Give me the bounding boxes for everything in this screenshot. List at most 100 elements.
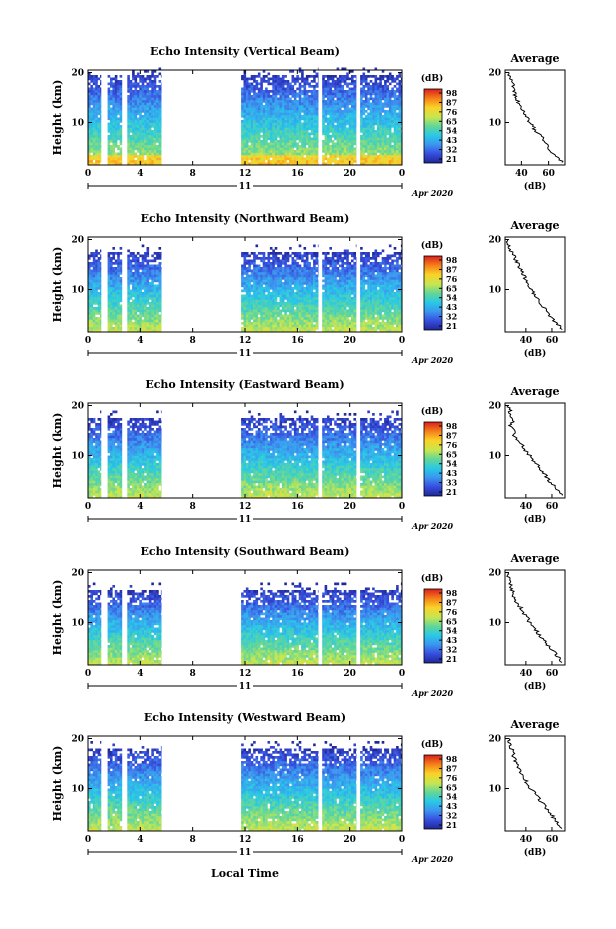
heatmap-cells	[88, 67, 403, 166]
average-y-tick-label: 20	[488, 569, 501, 579]
colorbar-tick-label: 65	[446, 116, 457, 126]
average-frame	[504, 236, 566, 333]
date-suffix: Apr 2020	[411, 688, 454, 698]
average-x-tick-label: 60	[546, 669, 559, 679]
colorbar-tick-label: 98	[446, 255, 458, 265]
x-tick-label: 4	[137, 835, 143, 845]
colorbar-tick-label: 87	[446, 264, 457, 274]
average-x-tick-label: 40	[520, 835, 533, 845]
colorbar-tick-label: 43	[446, 468, 458, 478]
average-title: Average	[509, 52, 559, 65]
average-x-axis-label: (dB)	[524, 348, 546, 359]
colorbar-tick-label: 32	[446, 145, 457, 155]
colorbar-tick-label: 76	[446, 274, 458, 284]
date-suffix: Apr 2020	[411, 355, 454, 365]
colorbar-tick-label: 65	[446, 283, 457, 293]
average-frame	[504, 735, 566, 832]
date-suffix: Apr 2020	[411, 521, 454, 531]
date-label: 11	[239, 349, 252, 359]
x-tick-label: 8	[190, 336, 196, 346]
chart-title: Echo Intensity (Vertical Beam)	[150, 45, 340, 58]
colorbar-tick-label: 76	[446, 440, 458, 450]
colorbar-tick-label: 32	[446, 312, 457, 322]
colorbar-tick-label: 87	[446, 430, 457, 440]
x-tick-label: 0	[399, 169, 405, 179]
y-axis-label: Height (km)	[51, 580, 64, 656]
x-tick-label: 0	[399, 669, 405, 679]
y-tick-label: 10	[71, 619, 84, 629]
x-tick-label: 8	[190, 669, 196, 679]
chart-title: Echo Intensity (Eastward Beam)	[145, 378, 344, 391]
x-tick-label: 12	[239, 169, 252, 179]
average-x-tick-label: 40	[520, 336, 533, 346]
x-tick-label: 20	[343, 669, 356, 679]
x-tick-label: 4	[137, 669, 143, 679]
colorbar-tick-label: 87	[446, 97, 457, 107]
colorbar-tick-label: 87	[446, 597, 457, 607]
colorbar	[423, 255, 443, 331]
colorbar-tick-label: 21	[446, 321, 457, 331]
y-tick-label: 10	[71, 286, 84, 296]
y-axis-label: Height (km)	[51, 746, 64, 822]
colorbar-tick-label: 65	[446, 782, 457, 792]
average-x-axis-label: (dB)	[524, 847, 546, 858]
colorbar-tick-label: 33	[446, 478, 458, 488]
y-axis-label: Height (km)	[51, 80, 64, 156]
x-tick-label: 20	[343, 169, 356, 179]
x-tick-label: 20	[343, 502, 356, 512]
average-x-tick-label: 40	[520, 669, 533, 679]
colorbar	[423, 588, 443, 664]
panel-4: Echo Intensity (Southward Beam) 10 20 0 4 8 12…	[51, 545, 566, 698]
colorbar-tick-label: 76	[446, 607, 458, 617]
average-title: Average	[509, 385, 559, 398]
panel-5: Echo Intensity (Westward Beam) 10 20 0 4 8 12 1…	[51, 711, 566, 880]
average-y-tick-label: 20	[488, 402, 501, 412]
colorbar-tick-label: 98	[446, 88, 458, 98]
x-tick-label: 0	[85, 336, 91, 346]
x-tick-label: 20	[343, 336, 356, 346]
heatmap-cells	[88, 410, 403, 499]
x-tick-label: 4	[137, 169, 143, 179]
average-x-tick-label: 60	[546, 835, 559, 845]
average-x-tick-label: 60	[546, 336, 559, 346]
average-title: Average	[509, 219, 559, 232]
average-profile-line	[506, 572, 563, 663]
panel-2: Echo Intensity (Northward Beam) 10 20 0 4 8 12…	[51, 212, 566, 365]
colorbar-tick-label: 65	[446, 449, 457, 459]
x-tick-label: 16	[291, 669, 304, 679]
colorbar-tick-label: 98	[446, 754, 458, 764]
y-tick-label: 20	[71, 569, 84, 579]
average-y-tick-label: 10	[488, 452, 501, 462]
y-tick-label: 20	[71, 236, 84, 246]
colorbar-tick-label: 54	[446, 126, 458, 136]
colorbar-tick-label: 43	[446, 801, 458, 811]
x-tick-label: 0	[399, 502, 405, 512]
y-tick-label: 20	[71, 402, 84, 412]
colorbar-tick-label: 54	[446, 459, 458, 469]
colorbar-tick-label: 76	[446, 773, 458, 783]
x-tick-label: 12	[239, 502, 252, 512]
colorbar-tick-label: 43	[446, 135, 458, 145]
colorbar-tick-label: 54	[446, 792, 458, 802]
colorbar-tick-label: 98	[446, 588, 458, 598]
colorbar-unit: (dB)	[421, 406, 443, 417]
chart-title: Echo Intensity (Northward Beam)	[141, 212, 350, 225]
x-tick-label: 8	[190, 169, 196, 179]
y-tick-label: 20	[71, 735, 84, 745]
colorbar-tick-label: 54	[446, 293, 458, 303]
average-profile-line	[506, 72, 564, 163]
average-x-tick-label: 40	[515, 169, 528, 179]
colorbar-tick-label: 98	[446, 421, 458, 431]
x-tick-label: 0	[85, 835, 91, 845]
colorbar-unit: (dB)	[421, 739, 443, 750]
x-tick-label: 16	[291, 169, 304, 179]
colorbar	[423, 754, 443, 830]
average-profile-line	[506, 405, 563, 496]
average-x-tick-label: 60	[546, 502, 559, 512]
x-tick-label: 12	[239, 336, 252, 346]
average-title: Average	[509, 718, 559, 731]
average-y-tick-label: 20	[488, 735, 501, 745]
x-tick-label: 8	[190, 502, 196, 512]
average-x-tick-label: 60	[542, 169, 555, 179]
y-axis-label: Height (km)	[51, 413, 64, 489]
